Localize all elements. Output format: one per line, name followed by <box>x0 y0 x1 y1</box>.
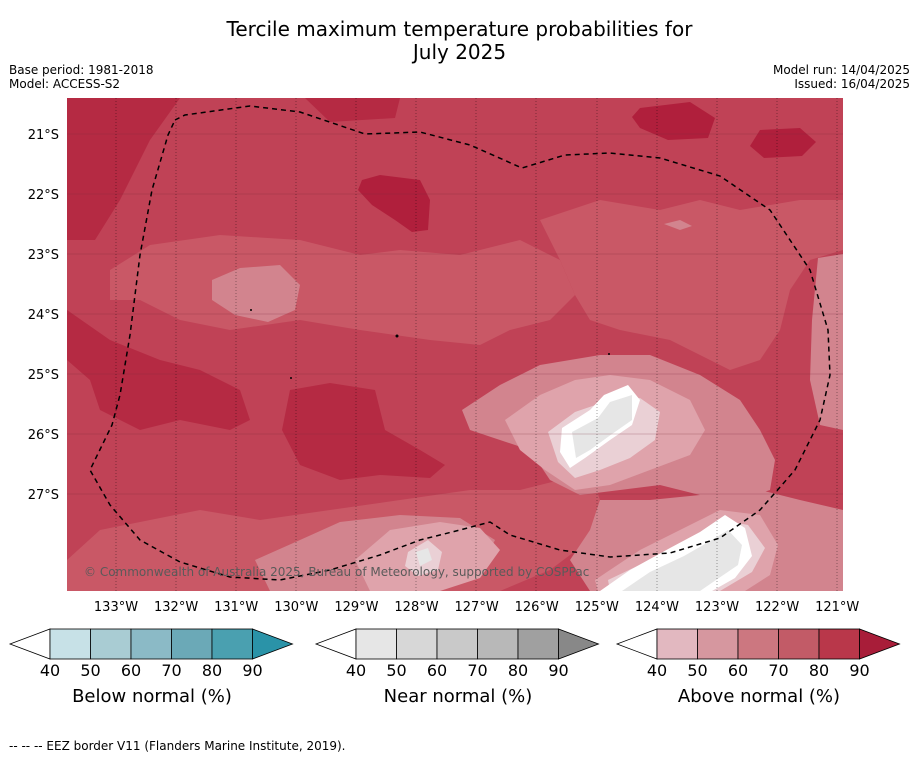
lat-lines <box>67 133 843 495</box>
islands <box>250 309 610 379</box>
colorbar-label-below: Below normal (%) <box>72 686 232 707</box>
colorbar-tick: 80 <box>508 661 528 680</box>
colorbar-near: 40 50 60 70 80 90 <box>314 628 600 680</box>
model-run: Model run: 14/04/2025 <box>772 63 910 77</box>
lon-label: 123°W <box>695 600 739 615</box>
colorbar-segment <box>697 628 739 660</box>
base-period: Base period: 1981-2018 <box>9 63 154 77</box>
lat-label: 24°S <box>28 308 59 323</box>
colorbar-tick: 40 <box>346 661 366 680</box>
lon-label: 132°W <box>154 600 198 615</box>
map-fill <box>67 98 843 591</box>
copyright-text: © Commonwealth of Australia 2025, Bureau… <box>84 565 590 579</box>
region-near-south <box>416 548 432 566</box>
small-blob-east <box>664 220 692 230</box>
colorbar-segment <box>171 628 213 660</box>
colorbar-tick: 50 <box>687 661 707 680</box>
colorbar-segment <box>778 628 820 660</box>
colorbar-tick: 70 <box>467 661 487 680</box>
region-80plus-blob1 <box>358 175 430 232</box>
lon-label: 127°W <box>455 600 499 615</box>
graticule <box>115 98 838 591</box>
colorbar-extend-high <box>252 628 294 660</box>
lat-label: 21°S <box>28 128 59 143</box>
colorbar-extend-low <box>615 628 658 660</box>
colorbar-below: 40 50 60 70 80 90 <box>8 628 294 680</box>
colorbar-extend-high <box>859 628 901 660</box>
colorbar-segment <box>517 628 559 660</box>
region-80plus-blob3 <box>750 128 816 158</box>
map-title-line1: Tercile maximum temperature probabilitie… <box>226 17 693 41</box>
lon-label: 129°W <box>334 600 378 615</box>
map-title-line2: July 2025 <box>412 40 507 64</box>
region-80plus-north <box>305 98 400 122</box>
colorbar-tick: 70 <box>768 661 788 680</box>
eez-footer-note: -- -- -- EEZ border V11 (Flanders Marine… <box>9 739 346 753</box>
lon-label: 124°W <box>635 600 679 615</box>
lon-label: 133°W <box>94 600 138 615</box>
colorbar-tick: 90 <box>849 661 869 680</box>
colorbar-tick: 60 <box>427 661 447 680</box>
colorbar-tick: 40 <box>647 661 667 680</box>
lon-label: 126°W <box>515 600 559 615</box>
colorbar-label-near: Near normal (%) <box>383 686 533 707</box>
meta-left: Base period: 1981-2018 Model: ACCESS-S2 <box>9 63 154 91</box>
colorbar-segment <box>477 628 519 660</box>
colorbar-tick: 50 <box>80 661 100 680</box>
region-70-west <box>110 235 575 345</box>
colorbar-segment <box>211 628 253 660</box>
lat-label: 26°S <box>28 428 59 443</box>
region-80plus-center <box>282 383 445 480</box>
lat-label: 23°S <box>28 248 59 263</box>
colorbar-extend-low <box>314 628 357 660</box>
region-80plus-nw <box>67 98 180 240</box>
meta-right: Model run: 14/04/2025 Issued: 16/04/2025 <box>773 63 910 91</box>
lon-axis: 133°W 132°W 131°W 130°W 129°W 128°W 127°W 126°W… <box>94 600 860 615</box>
lon-label: 125°W <box>575 600 619 615</box>
colorbar-tick: 60 <box>121 661 141 680</box>
lon-label: 122°W <box>755 600 799 615</box>
colorbar-segment <box>436 628 478 660</box>
lon-label: 128°W <box>394 600 438 615</box>
colorbar-extend-high <box>558 628 600 660</box>
map-title: Tercile maximum temperature probabilitie… <box>0 18 919 64</box>
colorbar-tick: 60 <box>728 661 748 680</box>
colorbar-segment <box>90 628 132 660</box>
colorbar-tick: 80 <box>202 661 222 680</box>
colorbars: 40 50 60 70 80 90 40 50 60 70 80 90 40 50 60 70 80 90 <box>8 628 901 680</box>
colorbar-segment <box>656 628 698 660</box>
colorbar-segment <box>396 628 438 660</box>
region-80plus-blob2 <box>632 102 715 140</box>
colorbar-segment <box>818 628 860 660</box>
colorbar-above: 40 50 60 70 80 90 <box>615 628 901 680</box>
lon-label: 131°W <box>214 600 258 615</box>
model-name: Model: ACCESS-S2 <box>9 77 121 91</box>
lat-label: 27°S <box>28 488 59 503</box>
region-80plus-west <box>67 310 250 430</box>
lat-label: 22°S <box>28 188 59 203</box>
lat-axis: 21°S 22°S 23°S 24°S 25°S 26°S 27°S <box>28 128 59 503</box>
colorbar-tick: 50 <box>386 661 406 680</box>
colorbar-tick: 90 <box>242 661 262 680</box>
lon-label: 130°W <box>274 600 318 615</box>
colorbar-segment <box>49 628 91 660</box>
region-60-blob-west <box>212 265 300 322</box>
colorbar-segment <box>355 628 397 660</box>
region-near-center <box>572 395 632 458</box>
colorbar-extend-low <box>8 628 51 660</box>
colorbar-tick: 90 <box>548 661 568 680</box>
colorbar-segment <box>737 628 779 660</box>
lon-label: 121°W <box>815 600 859 615</box>
colorbar-tick: 80 <box>809 661 829 680</box>
colorbar-tick: 70 <box>161 661 181 680</box>
region-near-southeast <box>622 530 742 591</box>
region-70-east <box>540 200 843 370</box>
colorbar-label-above: Above normal (%) <box>677 686 841 707</box>
colorbar-tick: 40 <box>40 661 60 680</box>
lat-label: 25°S <box>28 368 59 383</box>
issued-date: Issued: 16/04/2025 <box>794 77 910 91</box>
colorbar-segment <box>130 628 172 660</box>
